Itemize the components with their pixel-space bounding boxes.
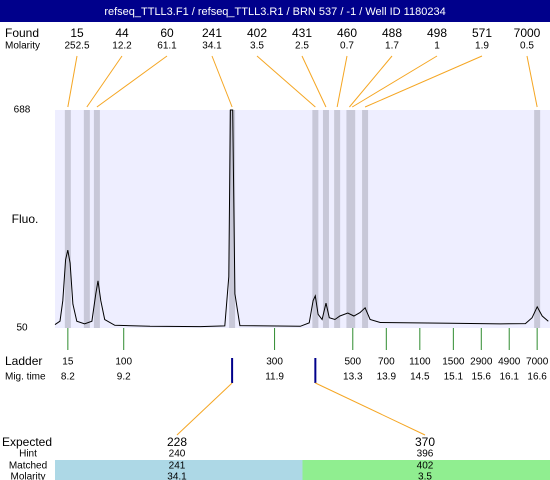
- expected-row-label: Expected: [2, 435, 52, 449]
- expected-matched: 241: [169, 461, 186, 472]
- chart-title: refseq_TTLL3.F1 / refseq_TTLL3.R1 / BRN …: [104, 6, 445, 18]
- found-molarity: 61.1: [157, 41, 177, 52]
- ladder-time: 13.9: [377, 372, 397, 383]
- peak-band: [334, 110, 341, 328]
- y-axis-label: Fluo.: [12, 212, 39, 226]
- peak-connector: [301, 55, 327, 108]
- found-size: 498: [427, 26, 447, 40]
- peak-connector: [526, 55, 538, 108]
- found-molarity: 0.7: [340, 41, 354, 52]
- matched-cell: [302, 460, 550, 480]
- title-bar: [0, 0, 550, 22]
- peak-band: [229, 110, 236, 328]
- peak-band: [93, 110, 100, 328]
- ladder-time: 15.6: [472, 372, 492, 383]
- expected-hint: 396: [417, 449, 434, 460]
- ladder-time: 15.1: [444, 372, 464, 383]
- peak-connector: [351, 55, 438, 108]
- matched-cell: [55, 460, 303, 480]
- found-size: 488: [382, 26, 402, 40]
- y-tick-label: 50: [16, 323, 28, 334]
- peak-connector: [211, 55, 233, 108]
- ladder-size: 15: [62, 357, 74, 368]
- ladder-size: 1500: [442, 357, 465, 368]
- ladder-time: 14.5: [410, 372, 430, 383]
- peak-band: [64, 110, 71, 328]
- found-size: 44: [115, 26, 129, 40]
- peak-connector: [256, 55, 316, 108]
- expected-row-label: Matched: [9, 461, 47, 472]
- found-size: 7000: [514, 26, 541, 40]
- plot-area: [55, 110, 550, 328]
- expected-molarity: 3.5: [418, 472, 432, 480]
- peak-band: [83, 110, 90, 328]
- molarity-label: Molarity: [5, 41, 40, 52]
- peak-connector: [86, 55, 123, 108]
- found-molarity: 1: [434, 41, 440, 52]
- ladder-size: 500: [344, 357, 361, 368]
- ladder-size: 1100: [409, 357, 431, 368]
- peak-connector: [349, 55, 393, 108]
- found-molarity: 34.1: [202, 41, 222, 52]
- peak-band: [362, 110, 369, 328]
- ladder-time: 13.3: [343, 372, 363, 383]
- ladder-label: Ladder: [5, 354, 42, 368]
- expected-row-label: Hint: [19, 449, 37, 460]
- ladder-time: 8.2: [61, 372, 75, 383]
- found-molarity: 3.5: [250, 41, 264, 52]
- peak-band: [312, 110, 319, 328]
- expected-matched: 402: [417, 461, 434, 472]
- found-size: 60: [160, 26, 174, 40]
- peak-connector: [336, 55, 348, 108]
- expected-expected: 370: [415, 435, 435, 449]
- ladder-size: 4900: [498, 357, 521, 368]
- found-molarity: 1.7: [385, 41, 399, 52]
- found-molarity: 252.5: [64, 41, 89, 52]
- match-connector: [315, 382, 426, 436]
- ladder-time: 9.2: [117, 372, 131, 383]
- found-size: 431: [292, 26, 312, 40]
- found-molarity: 1.9: [475, 41, 489, 52]
- found-size: 402: [247, 26, 267, 40]
- expected-molarity: 34.1: [167, 472, 187, 480]
- trace: [54, 109, 549, 328]
- found-molarity: 2.5: [295, 41, 309, 52]
- found-label: Found: [5, 26, 39, 40]
- ladder-time: 16.1: [499, 372, 519, 383]
- peak-band: [534, 110, 541, 328]
- expected-hint: 240: [169, 449, 186, 460]
- found-size: 15: [70, 26, 84, 40]
- found-size: 460: [337, 26, 357, 40]
- expected-expected: 228: [167, 435, 187, 449]
- mig-time-label: Mig. time: [5, 372, 46, 383]
- ladder-time: 11.9: [265, 372, 284, 383]
- found-size: 571: [472, 26, 492, 40]
- found-molarity: 0.5: [520, 41, 534, 52]
- y-tick-label: 688: [14, 105, 31, 116]
- expected-row-label: Molarity: [10, 472, 45, 480]
- match-connector: [176, 382, 233, 436]
- ladder-size: 7000: [526, 357, 549, 368]
- ladder-size: 300: [266, 357, 283, 368]
- ladder-size: 100: [115, 357, 132, 368]
- peak-band: [349, 110, 356, 328]
- ladder-time: 16.6: [527, 372, 547, 383]
- ladder-size: 2900: [470, 357, 493, 368]
- found-size: 241: [202, 26, 222, 40]
- found-molarity: 12.2: [112, 41, 132, 52]
- peak-connector: [96, 55, 168, 108]
- peak-band: [322, 110, 329, 328]
- ladder-size: 700: [378, 357, 395, 368]
- peak-connector: [364, 55, 483, 108]
- peak-connector: [67, 55, 78, 108]
